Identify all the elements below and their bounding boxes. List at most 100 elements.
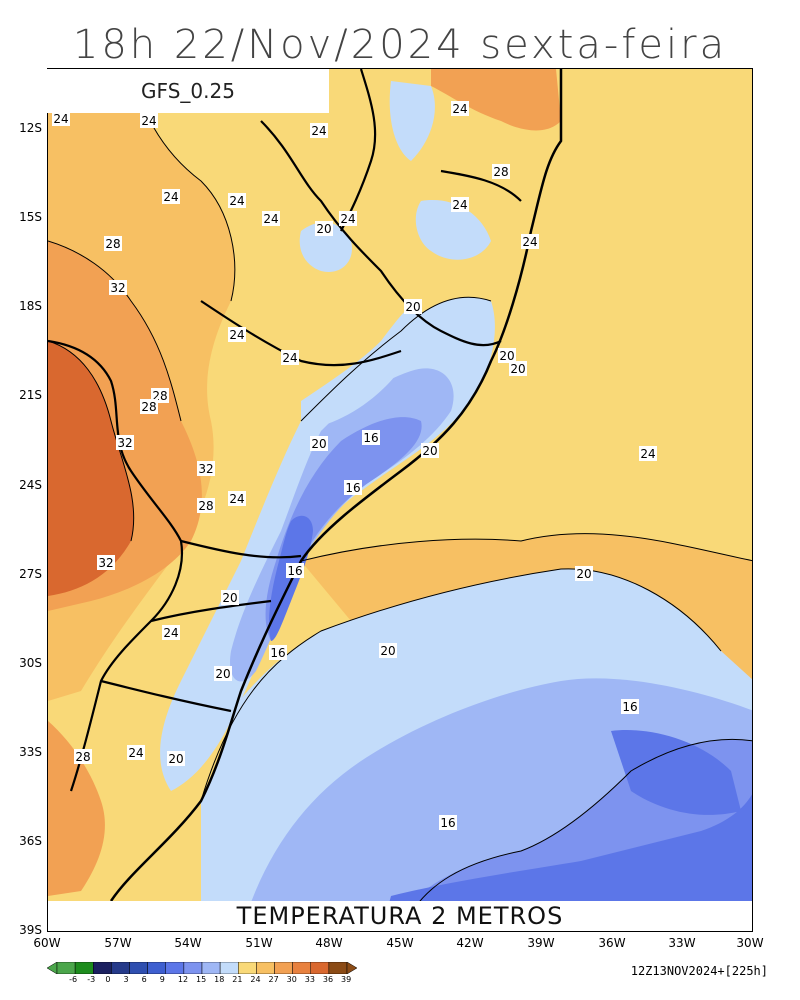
state-border-1 — [260, 120, 502, 347]
legend-value: -3 — [87, 975, 96, 984]
contour-label: 16 — [286, 563, 304, 578]
legend-value: 27 — [268, 975, 279, 984]
contour-label: 20 — [404, 299, 422, 314]
svg-text:24: 24 — [340, 212, 355, 226]
lat-label: 27S — [19, 567, 42, 581]
legend-value: 9 — [159, 975, 165, 984]
legend-swatch — [111, 962, 130, 974]
lon-label: 36W — [598, 936, 626, 950]
legend-swatch — [328, 962, 348, 974]
contour-label: 20 — [379, 643, 397, 658]
plateau-cool-2 — [415, 200, 491, 260]
contour-label: 24 — [127, 745, 145, 760]
contour-label: 28 — [492, 164, 510, 179]
svg-text:20: 20 — [380, 644, 395, 658]
contour-label: 28 — [104, 236, 122, 251]
contour-label-layer: 24 24 24 24 24 24 28 24 24 28 32 24 20 24 20 24 24 20 28 28… — [52, 101, 657, 830]
map-canvas: 24 24 24 24 24 24 28 24 24 28 32 24 20 24 20 24 24 20 28 28… — [48, 69, 752, 931]
isotherm-20-land — [300, 296, 492, 422]
isotherm-24-ocean — [300, 533, 752, 562]
legend-swatch — [183, 962, 203, 974]
contour-label: 24 — [451, 101, 469, 116]
svg-text:32: 32 — [117, 436, 132, 450]
svg-text:20: 20 — [168, 752, 183, 766]
land-hot-33 — [48, 341, 134, 596]
legend-swatch — [147, 962, 166, 974]
svg-text:16: 16 — [622, 700, 637, 714]
contour-label: 20 — [167, 751, 185, 766]
contour-label: 24 — [262, 211, 280, 226]
svg-text:24: 24 — [141, 114, 156, 128]
plateau-cool — [299, 222, 352, 272]
svg-text:24: 24 — [128, 746, 143, 760]
state-border-5 — [100, 679, 232, 713]
map-caption: TEMPERATURA 2 METROS — [48, 901, 752, 931]
isotherm-16-ocean — [401, 738, 752, 931]
legend-swatch — [238, 962, 257, 974]
legend-value: 6 — [141, 975, 147, 984]
legend-value: 18 — [214, 975, 225, 984]
isotherm-28-land — [48, 240, 182, 422]
legend-swatch — [219, 962, 239, 974]
svg-text:20: 20 — [222, 591, 237, 605]
lat-label: 12S — [19, 121, 42, 135]
contour-label: 24 — [451, 197, 469, 212]
svg-text:24: 24 — [163, 190, 178, 204]
svg-text:28: 28 — [493, 165, 508, 179]
contour-label: 20 — [214, 666, 232, 681]
contour-label: 24 — [339, 211, 357, 226]
lon-label: 30W — [736, 936, 764, 950]
contour-label: 28 — [140, 399, 158, 414]
contour-label: 28 — [197, 498, 215, 513]
svg-text:32: 32 — [98, 556, 113, 570]
interior-cool-20 — [301, 301, 422, 431]
contour-label: 20 — [509, 361, 527, 376]
contour-label: 24 — [281, 350, 299, 365]
legend-swatch — [274, 962, 293, 974]
svg-text:24: 24 — [229, 328, 244, 342]
svg-text:20: 20 — [316, 222, 331, 236]
lon-label: 54W — [174, 936, 202, 950]
lat-label: 24S — [19, 478, 42, 492]
legend-swatch — [93, 962, 112, 974]
svg-text:32: 32 — [198, 462, 213, 476]
isotherm-contours — [48, 69, 752, 931]
svg-text:24: 24 — [263, 212, 278, 226]
land-warm-ne — [431, 69, 561, 131]
lat-label: 21S — [19, 388, 42, 402]
legend-value: 36 — [322, 975, 334, 984]
contour-label: 24 — [639, 446, 657, 461]
contour-label: 28 — [74, 749, 92, 764]
legend-value: 21 — [232, 975, 243, 984]
svg-text:28: 28 — [105, 237, 120, 251]
map-title: 18h 22/Nov/2024 sexta-feira — [72, 22, 728, 68]
model-label: GFS_0.25 — [47, 69, 329, 113]
svg-text:20: 20 — [422, 444, 437, 458]
svg-text:24: 24 — [163, 626, 178, 640]
lon-label: 48W — [315, 936, 343, 950]
contour-label: 20 — [310, 436, 328, 451]
isotherm-32-land — [48, 340, 135, 542]
legend-value: 24 — [250, 975, 261, 984]
political-boundaries — [48, 69, 522, 792]
svg-text:16: 16 — [287, 564, 302, 578]
state-border-4 — [150, 599, 272, 623]
contour-label: 20 — [221, 590, 239, 605]
lon-label: 60W — [33, 936, 61, 950]
svg-text:28: 28 — [75, 750, 90, 764]
svg-text:20: 20 — [311, 437, 326, 451]
lat-label: 30S — [19, 656, 42, 670]
legend-value: 3 — [123, 975, 129, 984]
contour-label: 16 — [344, 480, 362, 495]
lon-label: 42W — [456, 936, 484, 950]
svg-text:20: 20 — [405, 300, 420, 314]
ocean-band-27 — [301, 533, 752, 680]
lon-label: 51W — [245, 936, 273, 950]
color-legend — [47, 962, 357, 974]
lat-label: 18S — [19, 299, 42, 313]
lat-label: 36S — [19, 834, 42, 848]
legend-swatch — [256, 962, 275, 974]
state-border-7 — [440, 169, 522, 202]
svg-text:20: 20 — [499, 349, 514, 363]
svg-text:28: 28 — [141, 400, 156, 414]
